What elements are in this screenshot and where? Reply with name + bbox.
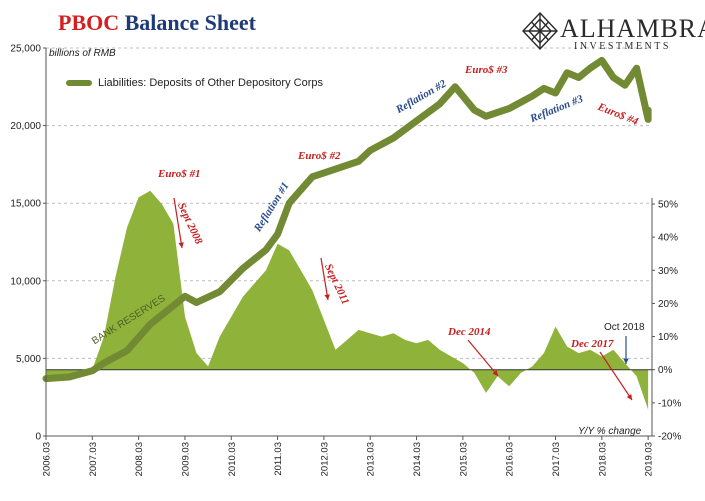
annotation-dec-2014: Dec 2014 [448,326,491,338]
y-right-tick-label: 10% [658,332,678,343]
diamond-lattice-icon [522,12,558,50]
y-left-tick-label: 15,000 [10,199,41,210]
annotation-euro-1: Euro$ #1 [158,168,201,180]
chart-title: PBOC Balance Sheet [58,10,256,36]
arrow-sept-2011 [320,257,329,301]
annotation-euro-3: Euro$ #3 [465,64,508,76]
annotation-euro-2: Euro$ #2 [298,150,341,162]
arrow-sept-2008-head [178,242,184,248]
y-left-tick-label: 25,000 [10,44,41,55]
arrow-dec-2017-head [626,394,632,400]
x-tick-label: 2017.03 [551,442,562,476]
brand-name: ALHAMBRA [560,14,705,43]
y-left-tick-label: 0 [35,432,41,443]
y-right-tick-label: 40% [658,233,678,244]
arrow-dec-2014 [467,339,499,377]
brand-tagline: INVESTMENTS [574,41,671,52]
x-tick-label: 2018.03 [597,442,608,476]
x-tick-label: 2019.03 [644,442,655,476]
y-right-tick-label: -20% [658,432,681,443]
annotation-oct-2018: Oct 2018 [604,322,645,333]
y-right-tick-label: 20% [658,299,678,310]
arrow-sept-2011-head [324,294,330,300]
y-right-tick-label: 50% [658,200,678,211]
x-tick-label: 2007.03 [88,442,99,476]
x-tick-label: 2006.03 [42,442,53,476]
x-tick-label: 2012.03 [319,442,330,476]
y-right-tick-label: 0% [658,365,673,376]
chart-legend: Liabilities: Deposits of Other Depositor… [66,77,323,89]
x-tick-label: 2009.03 [180,442,191,476]
brand-logo: ALHAMBRA INVESTMENTS [516,12,705,52]
annotation-dec-2017: Dec 2017 [571,338,614,350]
x-tick-label: 2011.03 [273,442,284,476]
y-left-tick-label: 5,000 [16,354,41,365]
y-left-tick-label: 20,000 [10,121,41,132]
y-right-tick-label: 30% [658,266,678,277]
title-rest: Balance Sheet [119,10,257,35]
x-tick-label: 2013.03 [366,442,377,476]
title-accent: PBOC [58,10,120,35]
arrow-dec-2017 [599,351,633,401]
arrow-sept-2008 [173,197,183,249]
y-left-tick-label: 10,000 [10,276,41,287]
yoy-area [46,190,649,410]
units-label: billions of RMB [49,48,116,59]
y-right-tick-label: -10% [658,398,681,409]
legend-swatch [66,80,92,86]
secondary-axis-label: Y/Y % change [578,426,642,437]
x-tick-label: 2010.03 [227,442,238,476]
arrow-oct-2018-head [623,358,629,364]
x-tick-label: 2016.03 [505,442,516,476]
x-tick-label: 2008.03 [134,442,145,476]
legend-label: Liabilities: Deposits of Other Depositor… [98,77,323,89]
x-tick-label: 2014.03 [412,442,423,476]
x-tick-label: 2015.03 [458,442,469,476]
arrow-dec-2014-head [492,370,498,376]
liability-line [42,56,652,383]
